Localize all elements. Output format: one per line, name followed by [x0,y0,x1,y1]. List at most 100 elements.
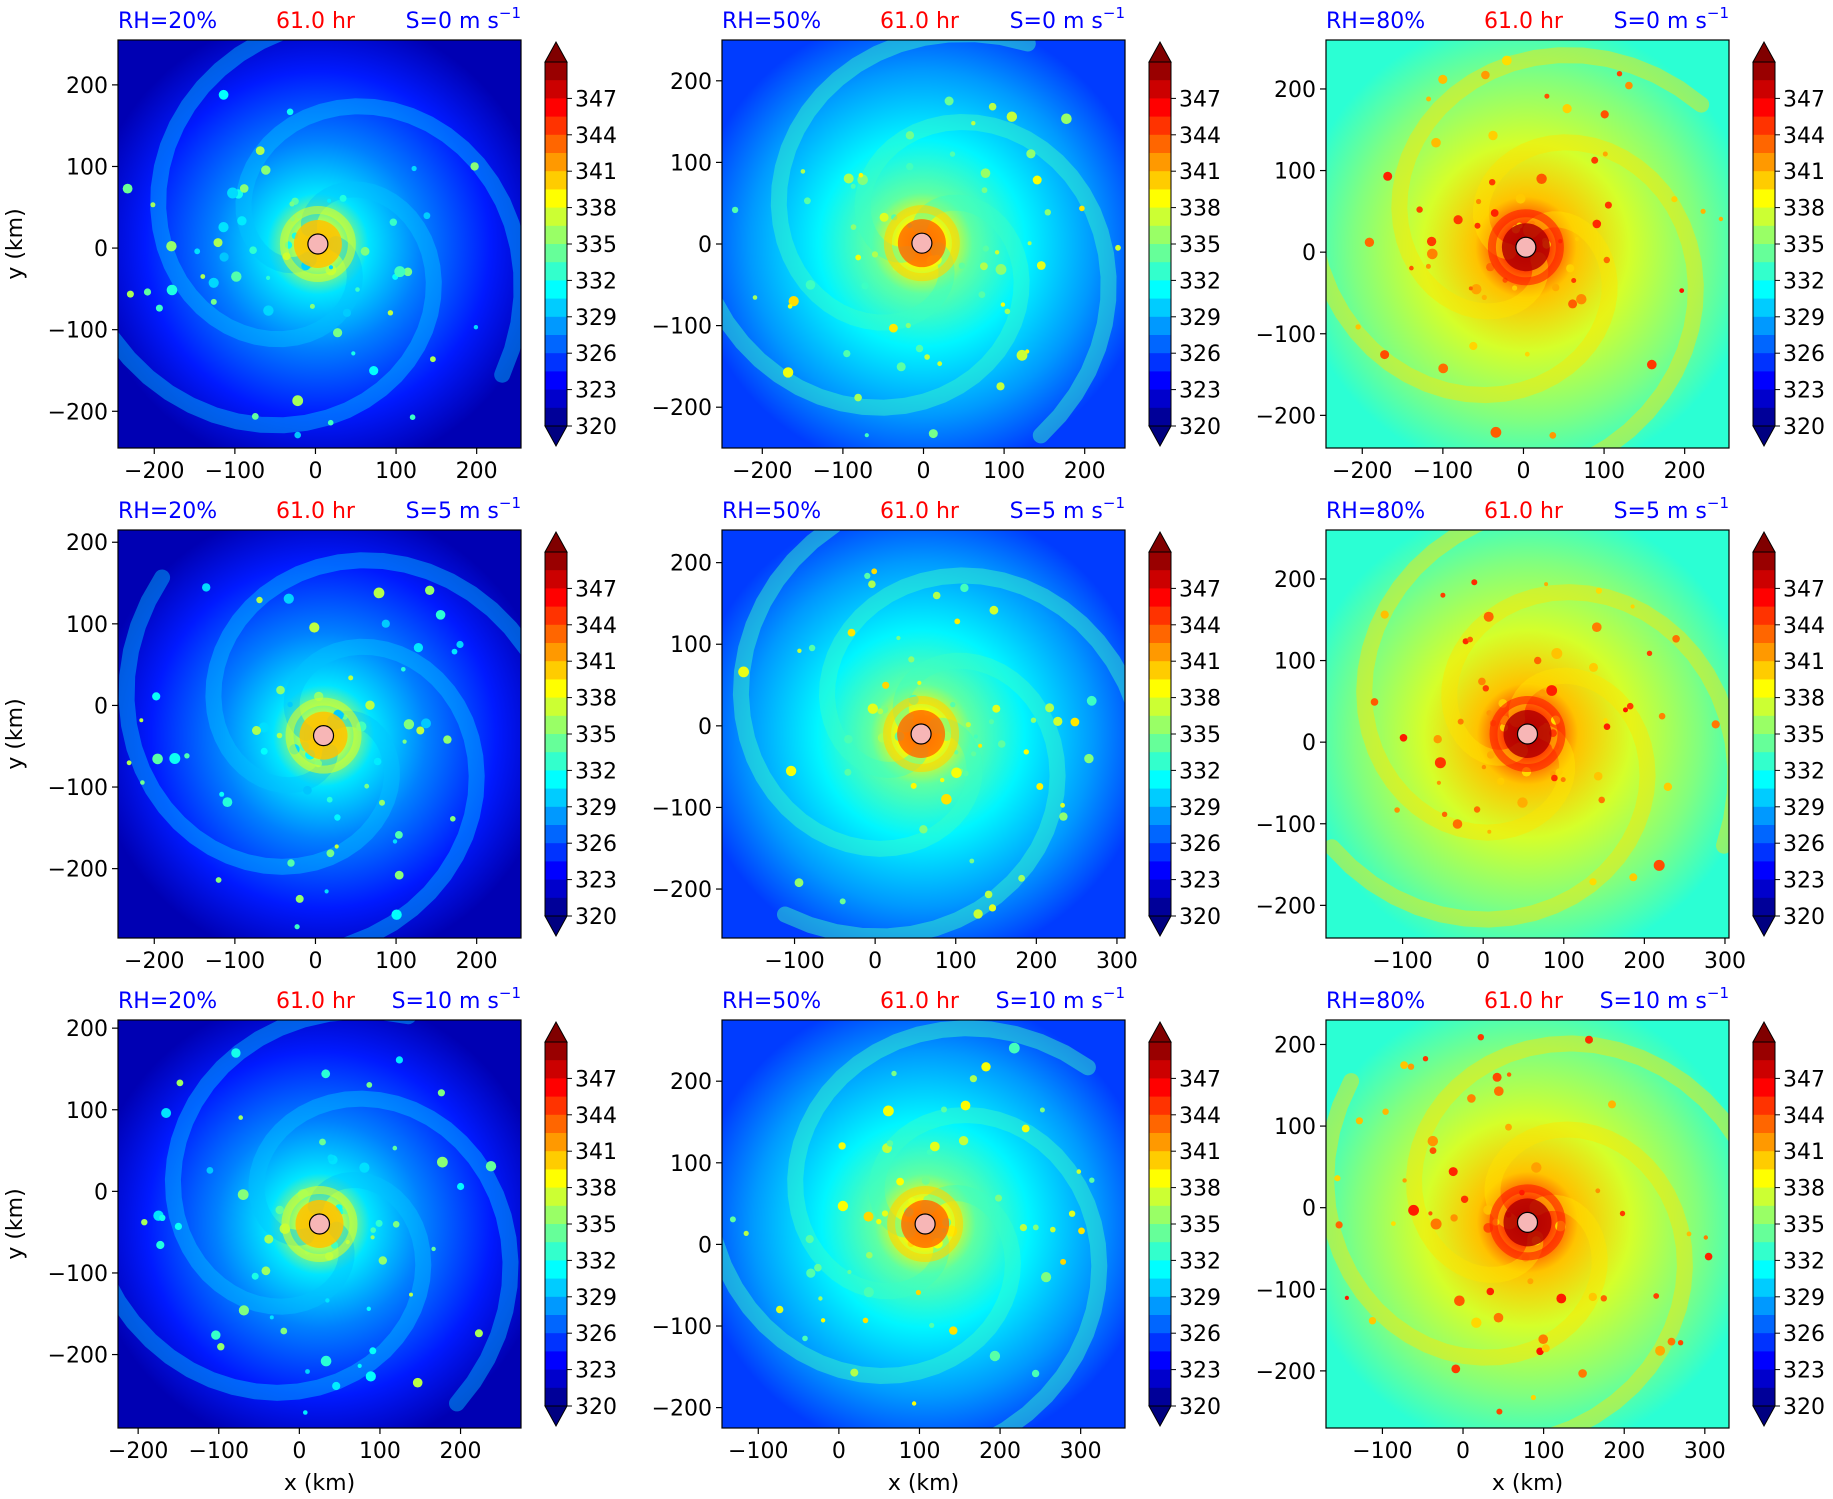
convective-cell [152,692,161,701]
y-axis-label: y (km) [3,208,28,279]
convective-cell [222,797,233,807]
colorbar-extend-max [1752,1020,1776,1043]
y-tick-label: −100 [1256,813,1316,838]
colorbar-step [1753,624,1775,644]
colorbar-tick-label: 338 [1783,1177,1825,1202]
convective-cell [1552,283,1560,292]
colorbar-tick-label: 323 [1783,869,1825,894]
colorbar-tick-label: 338 [1783,687,1825,712]
y-tick-label: −200 [652,878,712,903]
convective-cell [1591,156,1599,164]
x-tick-label: 200 [979,1439,1021,1464]
convective-cell [261,165,271,175]
colorbar-tick-label: 338 [575,1177,617,1202]
spiral-band [205,552,521,794]
convective-cell [231,1048,241,1058]
convective-cell [731,206,739,214]
convective-cell [788,296,799,307]
shear-exponent: −1 [1103,494,1125,512]
panel-1-0: −200 −100 0 100 200 −200 −100 0 100 200 RH=20% 61.0… [3,494,617,974]
shear-exponent: −1 [1707,4,1729,22]
time-label: 61.0 hr [276,989,356,1014]
colorbar-step [1149,407,1171,427]
convective-cell [251,1272,259,1280]
convective-cell [929,1322,935,1328]
colorbar-tick-label: 320 [1179,1395,1221,1420]
colorbar-extend-min [544,915,568,938]
convective-cell [871,568,878,575]
y-tick-label: 200 [66,1017,108,1042]
convective-cell [239,184,249,193]
time-label: 61.0 hr [880,9,960,34]
colorbar-step [1753,661,1775,680]
colorbar-tick-label: 332 [1179,1249,1221,1274]
colorbar-tick-label: 347 [575,1067,617,1092]
convective-cell [1568,299,1578,309]
convective-cell [194,248,201,255]
colorbar-step [545,371,567,391]
x-tick-label: −200 [1332,459,1392,484]
storm-center-marker [308,1213,331,1235]
convective-cell [1700,208,1706,214]
convective-cell [889,323,898,333]
colorbar-step [1149,825,1171,844]
convective-cell [1679,288,1685,293]
shear-value: S=10 m s [392,989,499,1014]
shear-label: S=10 m s−1 [1600,984,1729,1014]
convective-cell [1655,1345,1666,1356]
colorbar-tick-label: 329 [575,306,617,331]
colorbar-tick-label: 344 [1179,614,1221,639]
convective-cell [126,290,134,298]
convective-cell [152,753,163,765]
convective-cell [984,890,993,899]
y-tick-label: 100 [670,1152,712,1177]
colorbar-tick-label: 335 [1179,723,1221,748]
colorbar-extend-min [1148,425,1172,448]
convective-cell [1493,1312,1504,1323]
convective-cell [332,1381,341,1391]
colorbar-step [1753,734,1775,753]
convective-cell [1544,582,1549,587]
convective-cell [1370,698,1379,706]
convective-cell [1506,1072,1512,1077]
convective-cell [1469,341,1478,351]
colorbar-step [1149,861,1171,881]
x-tick-label: 200 [1603,1439,1645,1464]
convective-cell [1467,1094,1476,1103]
convective-cell [969,858,975,864]
colorbar-tick-label: 329 [1783,1286,1825,1311]
convective-cell [150,202,156,208]
colorbar-step [1149,116,1171,136]
shear-label: S=10 m s−1 [392,984,521,1014]
convective-cell [326,849,335,858]
convective-cell [1032,1224,1039,1231]
colorbar-extend-min [544,1405,568,1428]
colorbar-step [1149,280,1171,300]
convective-cell [1626,702,1634,710]
convective-cell [960,583,969,593]
colorbar-step [1149,1114,1171,1134]
axes-frame [117,39,522,449]
time-label: 61.0 hr [1484,9,1564,34]
y-tick-label: −200 [48,1344,108,1369]
colorbar-step [1149,189,1171,209]
shear-value: S=5 m s [1614,499,1707,524]
convective-cell [1044,209,1052,216]
x-tick-label: −200 [124,459,184,484]
colorbar-step [1149,371,1171,391]
convective-cell [1481,294,1487,300]
convective-cell [805,1235,814,1244]
y-tick-label: 200 [1274,568,1316,593]
convective-cell [910,782,917,789]
colorbar-step [545,1242,567,1261]
convective-cell [1562,104,1572,114]
panel-2-2: −100 0 100 200 300 −200 −100 0 100 200 RH=80% 61.0 … [1256,984,1825,1496]
colorbar-step [545,606,567,626]
colorbar-tick-label: 335 [1783,1213,1825,1238]
y-tick-label: 200 [66,531,108,556]
convective-cell [1426,96,1432,102]
rh-label: RH=20% [118,9,217,34]
convective-cell [1031,1369,1040,1378]
colorbar-extend-max [544,1020,568,1043]
